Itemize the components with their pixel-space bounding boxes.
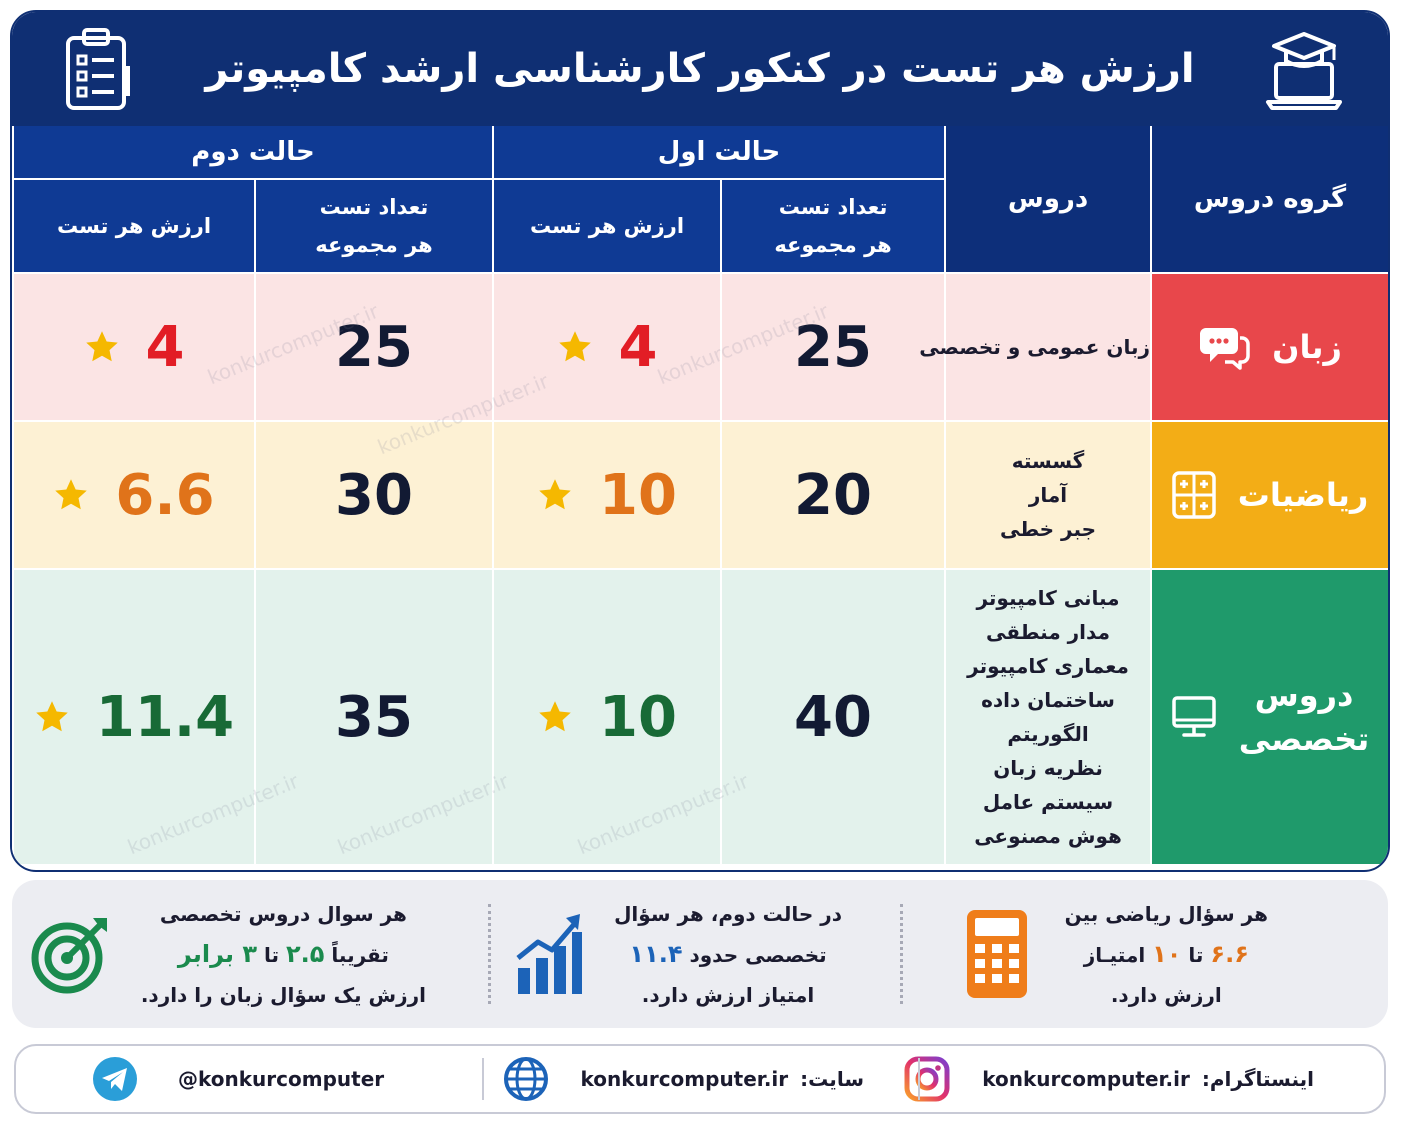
telegram-icon (93, 1057, 137, 1101)
info-box: هر سؤال ریاضی بین ۶.۶ تا ۱۰ امتیـاز ارزش… (12, 880, 1388, 1028)
group-label: ریاضیات (1237, 476, 1369, 514)
case1-value: 4 (492, 274, 721, 422)
case1-count: 25 (720, 274, 945, 422)
info-item-specialized: هر سوال دروس تخصصی تقریباً ۲.۵ تا ۳ براب… (31, 880, 426, 1028)
instagram-label: اینستاگرام: (1201, 1067, 1314, 1091)
title-bar: ارزش هر تست در کنکور کارشناسی ارشد کامپی… (12, 12, 1388, 126)
chat-bubbles-icon (1200, 328, 1250, 370)
header-case1-value: ارزش هر تست (492, 180, 721, 274)
case2-count: 35 (254, 570, 492, 866)
case2-value: 11.4 (12, 570, 254, 866)
courses-cell: زبان عمومی و تخصصی (919, 274, 1151, 422)
footer-divider (482, 1058, 484, 1100)
group-label: دروس تخصصی (1238, 676, 1370, 758)
group-math: ریاضیات (1150, 422, 1388, 570)
star-icon (539, 701, 571, 732)
divider (488, 904, 491, 1004)
infographic-frame: ارزش هر تست در کنکور کارشناسی ارشد کامپی… (10, 10, 1390, 872)
clipboard-checklist-icon (66, 28, 130, 110)
instagram-icon (904, 1056, 950, 1102)
table-row: زبان زبان عمومی و تخصصی 25 4 25 4 (12, 274, 1388, 422)
telegram-contact[interactable]: @konkurcomputer (92, 1046, 384, 1112)
table-row: دروس تخصصی مبانی کامپیوتر مدار منطقی معم… (12, 570, 1388, 866)
desktop-monitor-icon (1172, 696, 1216, 737)
case1-value: 10 (492, 570, 721, 866)
target-arrow-icon (31, 918, 107, 994)
telegram-handle[interactable]: @konkurcomputer (178, 1067, 385, 1091)
footer-divider (918, 1058, 920, 1100)
footer-bar: اینستاگرام: konkurcomputer.ir سایت: konk… (14, 1044, 1386, 1114)
header-case1-count: تعداد تست هر مجموعه (720, 180, 945, 274)
header-case1: حالت اول (492, 126, 945, 180)
site-label: سایت: (800, 1067, 864, 1091)
site-url[interactable]: konkurcomputer.ir (580, 1067, 789, 1091)
calculator-grid-icon (1171, 471, 1216, 519)
case1-value: 10 (492, 422, 721, 570)
group-language: زبان (1150, 274, 1388, 422)
globe-icon (503, 1057, 548, 1101)
case2-value: 4 (12, 274, 254, 422)
divider (900, 904, 903, 1004)
star-icon (558, 331, 591, 362)
info-item-case2: در حالت دوم، هر سؤال تخصصی حدود ۱۱.۴ امت… (514, 880, 842, 1028)
courses-cell: مبانی کامپیوتر مدار منطقی معماری کامپیوت… (944, 570, 1151, 866)
value-table: گروه دروس دروس حالت اول حالت دوم تعداد ت… (12, 126, 1388, 866)
instagram-contact[interactable]: اینستاگرام: konkurcomputer.ir (904, 1046, 1314, 1112)
info-item-math: هر سؤال ریاضی بین ۶.۶ تا ۱۰ امتیـاز ارزش… (965, 880, 1268, 1028)
group-label: زبان (1272, 328, 1342, 366)
header-courses: دروس (944, 126, 1151, 274)
calculator-icon (966, 910, 1027, 998)
case2-value: 6.6 (12, 422, 254, 570)
courses-cell: گسسته آمار جبر خطی (944, 422, 1151, 570)
star-icon (85, 331, 118, 362)
header-case2-value: ارزش هر تست (12, 180, 254, 274)
star-icon (55, 479, 88, 510)
bar-chart-growth-icon (516, 914, 583, 994)
page-title: ارزش هر تست در کنکور کارشناسی ارشد کامپی… (205, 46, 1195, 92)
instagram-handle[interactable]: konkurcomputer.ir (982, 1067, 1190, 1091)
case1-count: 20 (720, 422, 945, 570)
header-group: گروه دروس (1150, 126, 1388, 274)
table-row: ریاضیات گسسته آمار جبر خطی (12, 422, 1388, 570)
graduation-laptop-icon (1266, 32, 1342, 110)
header-case2-count: تعداد تست هر مجموعه (254, 180, 492, 274)
case1-count: 40 (720, 570, 945, 866)
star-icon (539, 479, 571, 510)
site-contact[interactable]: سایت: konkurcomputer.ir (503, 1046, 864, 1112)
star-icon (36, 701, 68, 732)
case2-count: 25 (254, 274, 492, 422)
header-case2: حالت دوم (12, 126, 492, 180)
case2-count: 30 (254, 422, 492, 570)
group-specialized: دروس تخصصی (1150, 570, 1388, 866)
